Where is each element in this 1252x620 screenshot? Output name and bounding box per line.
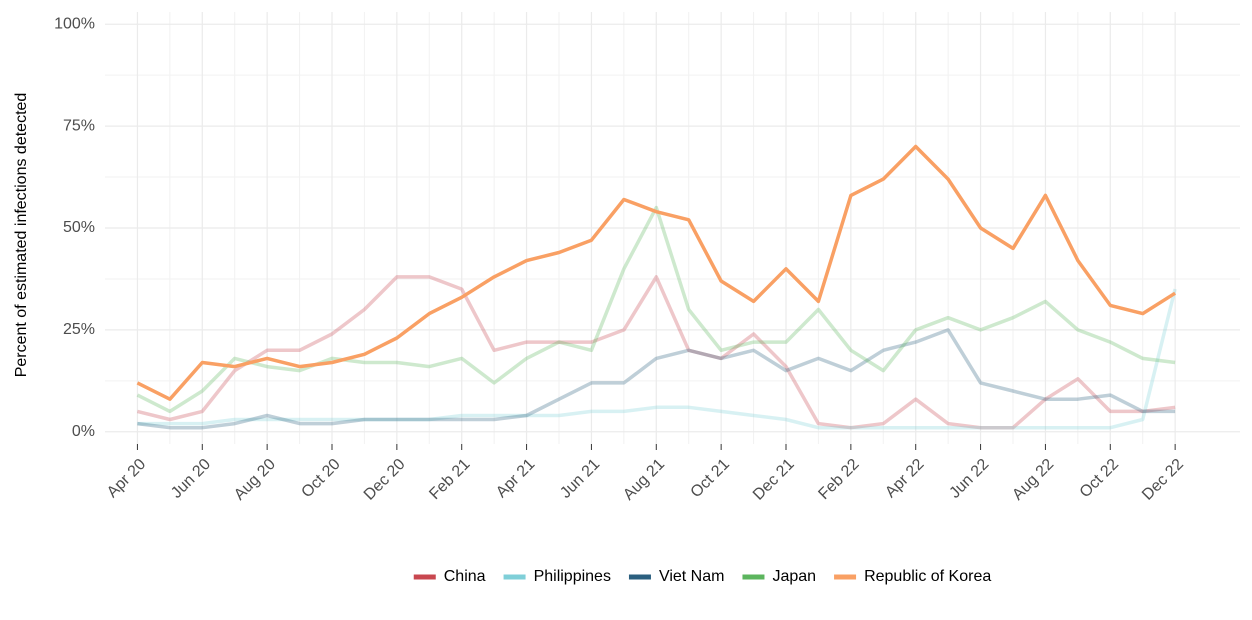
y-tick-label: 100% bbox=[54, 15, 95, 32]
legend-label: Viet Nam bbox=[659, 568, 725, 585]
x-tick-label: Jun 21 bbox=[557, 456, 603, 502]
legend-label: China bbox=[444, 568, 486, 585]
series-line bbox=[137, 328, 1176, 430]
x-tick-label: Apr 21 bbox=[493, 456, 538, 501]
series-line bbox=[136, 275, 1176, 430]
y-tick-label: 50% bbox=[63, 219, 95, 236]
x-tick-label: Jun 22 bbox=[946, 456, 992, 502]
y-axis-label: Percent of estimated infections detected bbox=[13, 93, 30, 378]
x-tick-label: Oct 22 bbox=[1077, 456, 1122, 501]
y-tick-label: 75% bbox=[63, 117, 95, 134]
y-tick-label: 25% bbox=[63, 321, 95, 338]
series-line bbox=[137, 288, 1177, 430]
x-tick-label: Jun 20 bbox=[168, 456, 214, 502]
x-tick-label: Apr 22 bbox=[882, 456, 927, 501]
x-tick-label: Aug 21 bbox=[620, 456, 668, 504]
x-tick-label: Aug 20 bbox=[231, 456, 279, 504]
x-tick-label: Oct 20 bbox=[298, 456, 343, 501]
series-line bbox=[136, 144, 1177, 401]
legend-label: Philippines bbox=[534, 568, 611, 585]
x-tick-label: Dec 20 bbox=[361, 456, 409, 504]
legend-label: Japan bbox=[772, 568, 816, 585]
x-tick-label: Dec 22 bbox=[1139, 456, 1187, 504]
x-tick-label: Apr 20 bbox=[104, 456, 149, 501]
x-tick-label: Feb 22 bbox=[815, 456, 862, 503]
x-tick-label: Dec 21 bbox=[750, 456, 798, 504]
legend: China Philippines Viet Nam Japan Republic of… bbox=[413, 568, 991, 585]
legend-label: Republic of Korea bbox=[864, 568, 991, 585]
x-tick-label: Aug 22 bbox=[1009, 456, 1057, 504]
y-tick-label: 0% bbox=[72, 423, 95, 440]
x-tick-label: Oct 21 bbox=[688, 456, 733, 501]
x-tick-label: Feb 21 bbox=[426, 456, 473, 503]
